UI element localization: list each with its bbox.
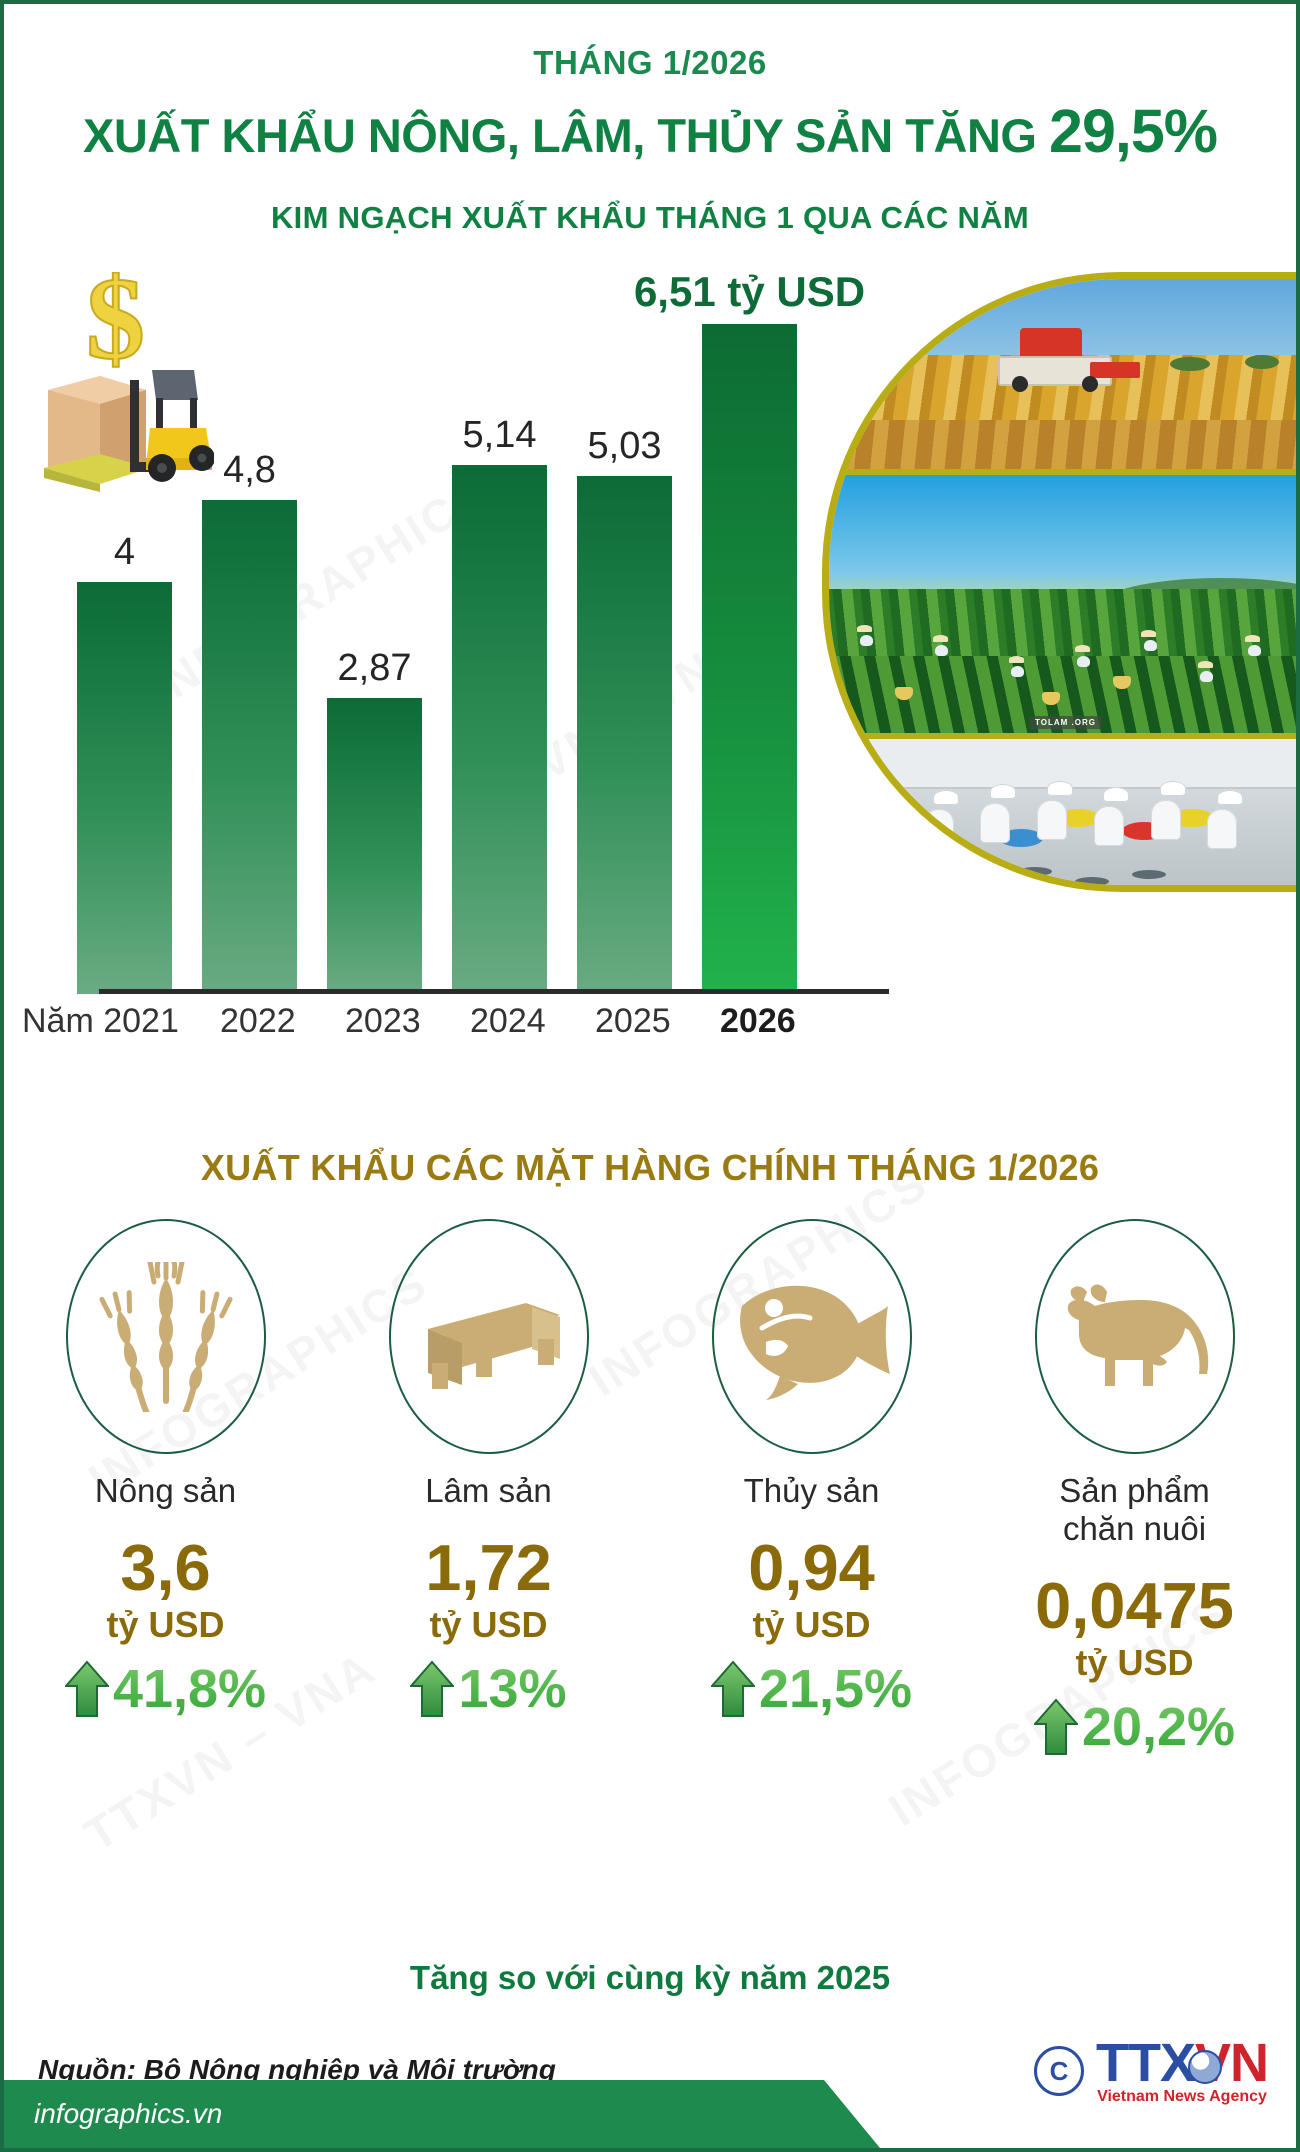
svg-text:$: $ xyxy=(86,272,145,384)
product-unit: tỷ USD xyxy=(752,1603,871,1645)
icon-circle xyxy=(388,1219,589,1454)
product-change-row: 13% xyxy=(327,1658,650,1720)
fish-icon xyxy=(739,1285,890,1400)
bar-value-2025: 5,03 xyxy=(587,425,662,467)
page-title: XUẤT KHẨU NÔNG, LÂM, THỦY SẢN TĂNG 29,5% xyxy=(4,96,1296,166)
product-change-row: 41,8% xyxy=(4,1658,327,1720)
ttxvn-logo: C TTXVN Vietnam News Agency xyxy=(1033,2033,1269,2106)
product-change-pct: 13% xyxy=(458,1658,567,1719)
product-card-chan-nuoi[interactable]: Sản phẩm chăn nuôi 0,0475 tỷ USD 20,2% xyxy=(973,1219,1296,1758)
bar-value-2024: 5,14 xyxy=(462,414,537,456)
section-heading: XUẤT KHẨU CÁC MẶT HÀNG CHÍNH THÁNG 1/202… xyxy=(200,1147,1100,1188)
product-value: 1,72 xyxy=(425,1530,552,1604)
header: THÁNG 1/2026 XUẤT KHẨU NÔNG, LÂM, THỦY S… xyxy=(4,4,1296,236)
bar-2024 xyxy=(452,465,547,994)
bar-value-2023: 2,87 xyxy=(337,647,412,689)
product-unit: tỷ USD xyxy=(429,1603,548,1645)
footer-green-bar xyxy=(4,2080,880,2148)
pallet-icon xyxy=(427,1302,560,1389)
axis-label-2024: 2024 xyxy=(470,1002,546,1040)
bars-area: 4 4,8 2,87 5,14 5,03 xyxy=(59,268,889,994)
bar-column-2024: 5,14 xyxy=(452,294,547,994)
axis-label-2023: 2023 xyxy=(345,1002,421,1040)
logo-mark: TTXVN Vietnam News Agency xyxy=(1095,2033,1269,2106)
logo-wordmark: TTXVN xyxy=(1095,2033,1269,2093)
product-cards: Nông sản 3,6 tỷ USD 41,8% xyxy=(4,1219,1296,1939)
bar-chart: $ xyxy=(4,252,889,1114)
bar-2023 xyxy=(327,698,422,994)
product-change-pct: 41,8% xyxy=(112,1658,267,1719)
icon-circle xyxy=(1034,1219,1235,1454)
arrow-up-icon xyxy=(1033,1698,1078,1755)
logo-tt: TTX xyxy=(1095,2033,1196,2093)
bar-2026 xyxy=(702,324,797,994)
bar-value-2022: 4,8 xyxy=(223,449,276,491)
product-change-pct: 21,5% xyxy=(758,1658,913,1719)
product-value: 3,6 xyxy=(120,1530,211,1604)
axis-label-2022: 2022 xyxy=(220,1002,296,1040)
bar-value-2026: 6,51 tỷ USD xyxy=(633,268,866,315)
headline-percent: 29,5% xyxy=(1049,97,1218,165)
logo-tagline: Vietnam News Agency xyxy=(1097,2088,1267,2105)
chart-title: KIM NGẠCH XUẤT KHẨU THÁNG 1 QUA CÁC NĂM xyxy=(271,200,1029,235)
cow-icon xyxy=(1067,1284,1208,1386)
bar-2022 xyxy=(202,500,297,994)
photo-collage: TOLAM .ORG xyxy=(822,272,1296,892)
axis-label-2021: Năm 2021 xyxy=(22,1002,179,1040)
source-text: Nguồn: Bộ Nông nghiệp và Môi trường xyxy=(38,2054,556,2085)
forklift-dollar-icon: $ xyxy=(34,252,215,492)
axis-baseline xyxy=(99,989,889,994)
bar-column-2021: 4 xyxy=(77,294,172,994)
bar-column-2023: 2,87 xyxy=(327,294,422,994)
product-change-row: 21,5% xyxy=(650,1658,973,1720)
tea-plantation-photo: TOLAM .ORG xyxy=(829,475,1296,733)
globe-icon xyxy=(1187,2050,1222,2084)
site-url: infographics.vn xyxy=(34,2098,223,2129)
page-title-text: XUẤT KHẨU NÔNG, LÂM, THỦY SẢN TĂNG xyxy=(83,109,1037,162)
bar-2025 xyxy=(577,476,672,994)
photo-divider xyxy=(829,469,1296,475)
product-value: 0,0475 xyxy=(1035,1568,1234,1642)
month-label: THÁNG 1/2026 xyxy=(533,44,767,81)
bar-column-2026: 6,51 tỷ USD xyxy=(634,268,865,994)
copyright-icon: C xyxy=(1033,2046,1084,2096)
product-unit: tỷ USD xyxy=(1075,1641,1194,1683)
bar-value-2021: 4 xyxy=(113,531,136,573)
icon-circle xyxy=(711,1219,912,1454)
product-unit: tỷ USD xyxy=(106,1603,225,1645)
bar-column-2025: 5,03 xyxy=(577,294,672,994)
product-name: Lâm sản xyxy=(425,1472,552,1509)
bar-column-2022: 4,8 xyxy=(202,294,297,994)
product-card-nong-san[interactable]: Nông sản 3,6 tỷ USD 41,8% xyxy=(4,1219,327,1720)
arrow-up-icon xyxy=(410,1660,455,1717)
x-axis-labels: Năm 2021 2022 2023 2024 2025 2026 xyxy=(4,1002,844,1062)
seafood-processing-photo xyxy=(829,739,1296,885)
product-name: Sản phẩm chăn nuôi xyxy=(1059,1472,1210,1547)
axis-label-2025: 2025 xyxy=(595,1002,671,1040)
comparison-note: Tăng so với cùng kỳ năm 2025 xyxy=(409,1959,891,1996)
wheat-icon xyxy=(98,1261,233,1412)
axis-label-2026: 2026 xyxy=(720,1002,796,1040)
product-card-thuy-san[interactable]: Thủy sản 0,94 tỷ USD 21,5% xyxy=(650,1219,973,1720)
product-card-lam-san[interactable]: Lâm sản 1,72 tỷ USD 13% xyxy=(327,1219,650,1720)
bar-2021 xyxy=(77,582,172,994)
arrow-up-icon xyxy=(64,1660,109,1717)
icon-circle xyxy=(65,1219,266,1454)
rice-harvest-photo xyxy=(829,279,1296,469)
photo-watermark-badge: TOLAM .ORG xyxy=(1029,716,1102,729)
product-change-pct: 20,2% xyxy=(1081,1696,1236,1757)
product-name: Thủy sản xyxy=(743,1472,880,1509)
product-change-row: 20,2% xyxy=(973,1696,1296,1758)
arrow-up-icon xyxy=(710,1660,755,1717)
product-name: Nông sản xyxy=(94,1472,237,1509)
photo-divider xyxy=(829,733,1296,739)
product-value: 0,94 xyxy=(748,1530,875,1604)
